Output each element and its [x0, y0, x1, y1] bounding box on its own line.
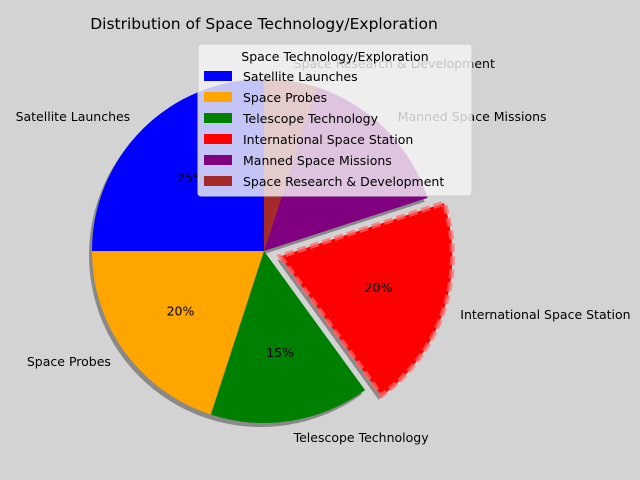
legend-label-space-probes: Space Probes: [243, 90, 327, 105]
legend-label-space-research-and-development: Space Research & Development: [243, 174, 444, 189]
legend-label-satellite-launches: Satellite Launches: [243, 69, 358, 84]
legend-label-telescope-technology: Telescope Technology: [242, 111, 379, 126]
legend-swatch-manned-space-missions: [204, 155, 232, 165]
legend-swatch-telescope-technology: [204, 113, 232, 123]
legend-swatch-space-probes: [204, 92, 232, 102]
slice-label-international-space-station: International Space Station: [460, 307, 630, 322]
percent-label-telescope-technology: 15%: [266, 345, 294, 360]
percent-label-international-space-station: 20%: [365, 280, 393, 295]
legend-swatch-space-research-and-development: [204, 176, 232, 186]
legend-swatch-international-space-station: [204, 134, 232, 144]
legend-label-international-space-station: International Space Station: [243, 132, 413, 147]
slice-label-space-probes: Space Probes: [27, 354, 111, 369]
chart-title: Distribution of Space Technology/Explora…: [90, 15, 438, 33]
legend-label-manned-space-missions: Manned Space Missions: [243, 153, 392, 168]
legend-box: [197, 43, 473, 197]
slice-telescope-technology: [210, 251, 366, 423]
legend-swatch-satellite-launches: [204, 71, 232, 81]
percent-label-space-probes: 20%: [167, 304, 195, 319]
legend: Space Technology/Exploration Satellite L…: [197, 43, 473, 197]
slice-space-probes: [92, 251, 264, 415]
slice-label-satellite-launches: Satellite Launches: [16, 109, 131, 124]
slice-international-space-station: [276, 200, 455, 399]
legend-title: Space Technology/Exploration: [241, 49, 428, 64]
slice-label-telescope-technology: Telescope Technology: [293, 430, 430, 445]
